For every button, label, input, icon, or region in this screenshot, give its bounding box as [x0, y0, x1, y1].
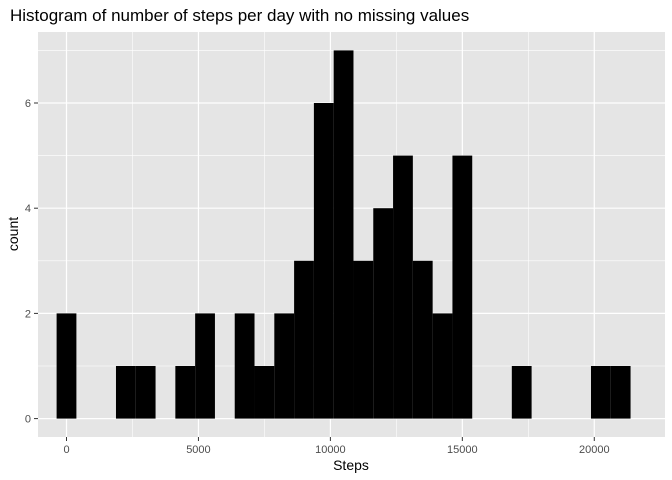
y-tick-label: 2: [25, 308, 31, 320]
histogram-bar: [294, 260, 314, 419]
y-tick-label: 0: [25, 414, 31, 426]
y-tick-label: 6: [25, 98, 31, 110]
histogram-bars: [56, 50, 631, 419]
x-tick-label: 15000: [447, 444, 478, 456]
y-axis-label: count: [5, 217, 21, 251]
histogram-bar: [432, 313, 453, 419]
histogram-bar: [393, 155, 413, 419]
x-tick-label: 5000: [186, 444, 210, 456]
x-tick-label: 20000: [579, 444, 610, 456]
histogram-bar: [195, 313, 215, 419]
histogram-bar: [56, 313, 77, 419]
histogram-bar: [274, 313, 295, 419]
histogram-bar: [254, 365, 275, 419]
histogram-bar: [333, 50, 354, 419]
histogram-bar: [313, 103, 334, 419]
y-tick-label: 4: [25, 203, 31, 215]
histogram-bar: [115, 365, 136, 419]
x-axis-label: Steps: [333, 457, 369, 473]
histogram-bar: [175, 365, 196, 419]
histogram-bar: [412, 260, 433, 419]
histogram-bar: [511, 365, 532, 419]
histogram-bar: [234, 313, 255, 419]
histogram-bar: [452, 155, 473, 419]
histogram-bar: [135, 365, 156, 419]
histogram-bar: [373, 208, 394, 419]
histogram-bar: [590, 365, 611, 419]
histogram-bar: [353, 260, 374, 419]
chart-title: Histogram of number of steps per day wit…: [10, 6, 469, 25]
x-axis-ticks: 0 5000 10000 15000 20000: [63, 437, 610, 456]
histogram-bar: [610, 365, 631, 419]
x-tick-label: 0: [63, 444, 69, 456]
x-tick-label: 10000: [315, 444, 346, 456]
y-axis-ticks: 0 2 4 6: [25, 98, 38, 426]
